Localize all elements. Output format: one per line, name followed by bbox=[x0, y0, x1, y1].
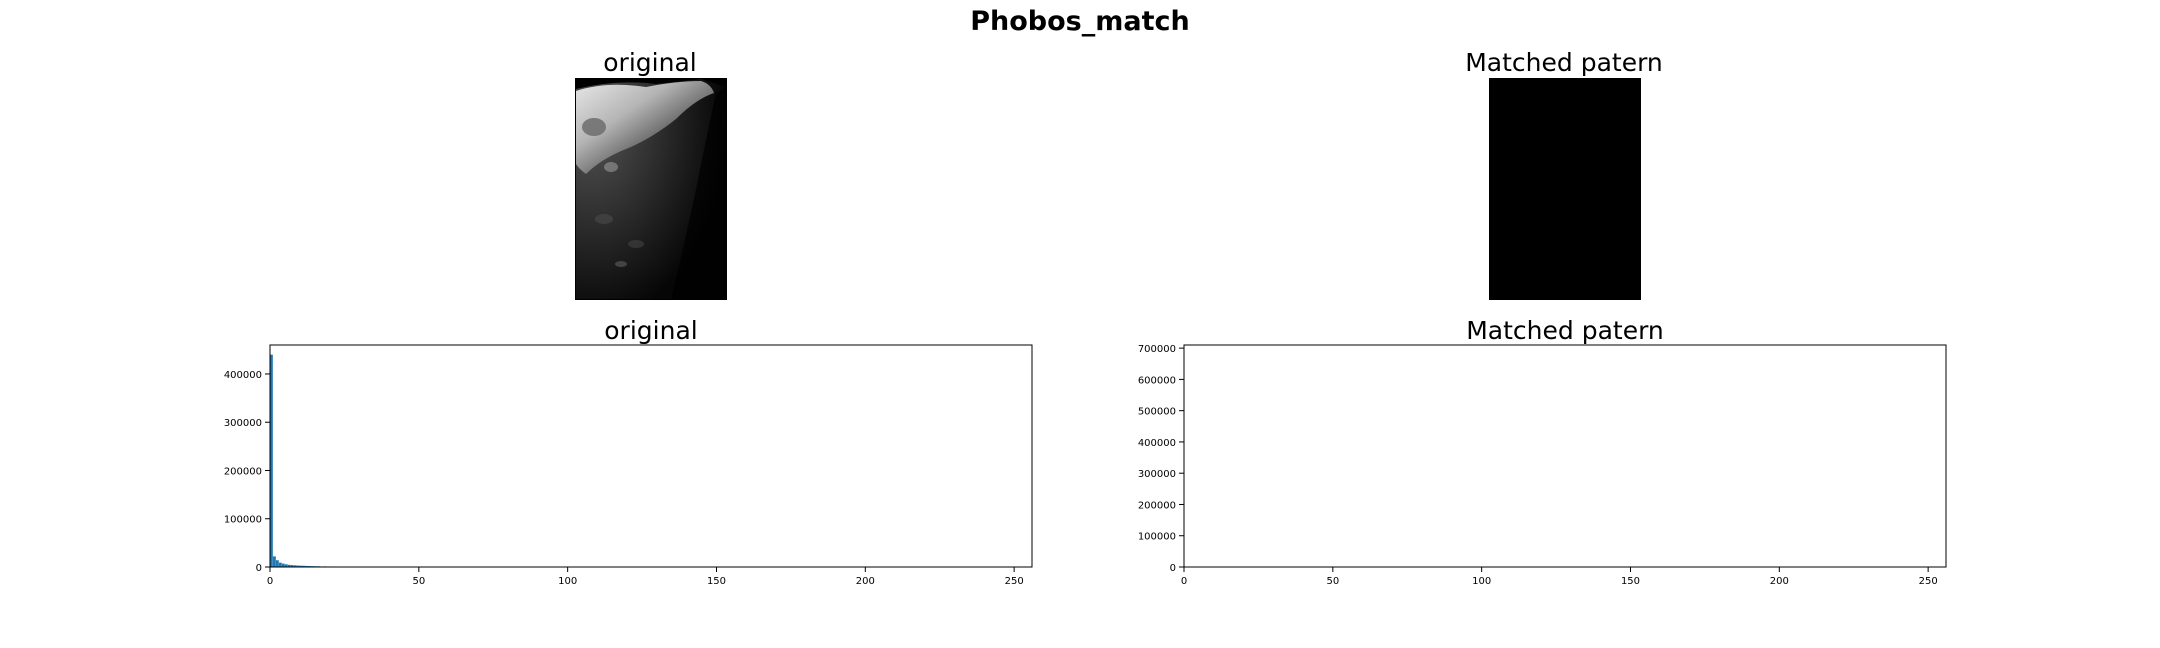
histogram-bar bbox=[278, 562, 282, 567]
matched-image-title: Matched patern bbox=[1465, 48, 1663, 77]
histogram-bar bbox=[293, 565, 297, 567]
histogram-bar bbox=[290, 565, 294, 567]
y-tick-label: 100000 bbox=[224, 515, 262, 526]
x-tick-label: 0 bbox=[267, 576, 273, 587]
original-image-title: original bbox=[603, 48, 697, 77]
x-tick-label: 100 bbox=[558, 576, 577, 587]
histogram-bar bbox=[296, 565, 300, 567]
histogram-bar bbox=[270, 354, 273, 567]
matched-pattern-image bbox=[1489, 78, 1641, 300]
y-tick-label: 0 bbox=[1170, 563, 1176, 574]
axes-frame bbox=[1183, 344, 1947, 568]
histogram-bar bbox=[272, 556, 276, 567]
figure-title: Phobos_match bbox=[970, 6, 1190, 37]
y-tick-label: 300000 bbox=[1138, 469, 1176, 480]
x-tick-label: 150 bbox=[707, 576, 726, 587]
y-tick-label: 300000 bbox=[224, 418, 262, 429]
y-tick-label: 400000 bbox=[224, 370, 262, 381]
y-tick-label: 500000 bbox=[1138, 407, 1176, 418]
histogram-bar bbox=[275, 560, 279, 567]
histogram-bar bbox=[284, 564, 288, 567]
y-tick-label: 0 bbox=[256, 563, 262, 574]
histogram-title: original bbox=[604, 316, 697, 345]
y-tick-label: 400000 bbox=[1138, 438, 1176, 449]
axes-frame bbox=[269, 344, 1033, 568]
y-tick-label: 600000 bbox=[1138, 375, 1176, 386]
histogram-bar bbox=[305, 565, 309, 567]
phobos-image-rendering bbox=[576, 79, 726, 299]
histogram-1: Matched patern 0 50 100 150 200 250 0 100000 2000… bbox=[1138, 316, 1947, 587]
histogram-0: original 0 50 100 150 200 250 0 100000 200000 3000… bbox=[224, 316, 1033, 587]
histogram-bar bbox=[299, 565, 303, 567]
histogram-title: Matched patern bbox=[1466, 316, 1664, 345]
histogram-bar bbox=[302, 565, 306, 567]
histogram-bar bbox=[287, 564, 291, 567]
x-tick-label: 0 bbox=[1181, 576, 1187, 587]
x-tick-label: 200 bbox=[856, 576, 875, 587]
histogram-bar bbox=[281, 563, 285, 567]
x-tick-label: 200 bbox=[1770, 576, 1789, 587]
x-tick-label: 250 bbox=[1919, 576, 1938, 587]
x-tick-label: 100 bbox=[1472, 576, 1491, 587]
y-tick-label: 200000 bbox=[1138, 500, 1176, 511]
y-tick-label: 100000 bbox=[1138, 532, 1176, 543]
y-tick-label: 700000 bbox=[1138, 344, 1176, 355]
x-tick-label: 50 bbox=[1326, 576, 1339, 587]
y-tick-label: 200000 bbox=[224, 466, 262, 477]
x-tick-label: 50 bbox=[412, 576, 425, 587]
x-tick-label: 150 bbox=[1621, 576, 1640, 587]
original-image bbox=[575, 78, 727, 300]
x-tick-label: 250 bbox=[1005, 576, 1024, 587]
